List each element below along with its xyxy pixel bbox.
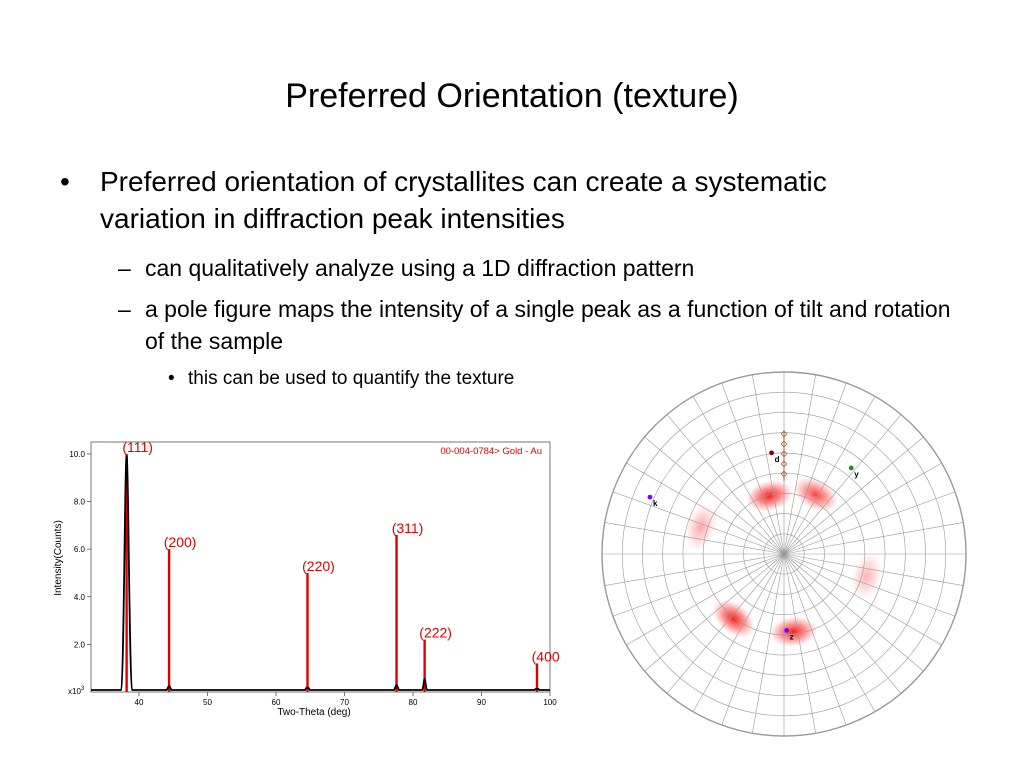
reference-label: 00-004-0784> Gold - Au [440,446,542,457]
rotation-spoke [783,462,942,555]
rotation-spoke [644,436,785,555]
rotation-spoke [604,522,785,555]
rotation-spoke [692,396,785,555]
pole-figure: d y k z [601,371,967,737]
pole-marker-point [769,450,774,456]
chart-axes [90,441,551,693]
slide-title: Preferred Orientation (texture) [285,77,739,115]
bullet-text: this can be used to quantify the texture [188,368,515,389]
x-tick-label: 90 [477,698,486,707]
peak-label: (311) [392,520,424,536]
trail-point [780,430,788,438]
bullet-marker: • [168,368,175,389]
bullet-level-3: • this can be used to quantify the textu… [168,366,648,392]
measured-pattern [91,455,550,691]
rotation-spoke [783,374,816,555]
chart-ticks: 40 50 60 70 80 90 100 2.0 4.0 6.0 8.0 10.0 [69,450,557,707]
pole-marker-point [784,627,790,633]
peak-label: (200) [164,534,197,550]
rotation-spoke [666,553,785,694]
rotation-spoke [783,553,902,694]
peak-labels: (111) (200) (220) (311) (222) (400) [122,439,560,665]
rotation-spoke [783,553,816,734]
rotation-spoke [783,553,956,617]
measured-pattern-line [91,455,550,691]
x-tick-label: 50 [203,698,212,707]
y-tick-label: 2.0 [74,640,86,649]
rotation-spoke [721,382,785,555]
trail-point [780,460,788,468]
pole-markers: d y k z [647,430,859,641]
x-axis-label: Two-Theta (deg) [277,707,350,718]
x-tick-label: 60 [272,698,281,707]
rotation-spoke [783,553,942,646]
bullet-text: Preferred orientation of crystallites ca… [100,166,827,234]
trail-point [780,440,788,448]
rotation-spoke [783,522,964,555]
bullet-text: can qualitatively analyze using a 1D dif… [145,255,695,281]
rotation-spoke [752,553,785,734]
rotation-spoke [721,553,785,726]
x-tick-label: 40 [135,698,144,707]
reference-peaks [125,453,539,692]
rotation-spoke [783,553,876,712]
rotation-spoke [783,436,924,555]
peak-label: (222) [419,625,452,641]
rotation-spoke [604,553,785,586]
rotation-spoke [612,553,785,617]
pole-marker-label: k [653,499,658,508]
rotation-spoke [752,374,785,555]
intensity-spot [769,616,818,647]
y-tick-label: 10.0 [69,450,85,459]
intensity-spot [745,480,794,512]
pole-marker-label: d [775,455,780,464]
rotation-spoke [783,382,847,555]
rotation-spoke [783,553,964,586]
intensity-spot [850,552,883,600]
rotation-spoke [783,396,876,555]
y-tick-label: 6.0 [74,545,86,554]
rotation-spoke [783,553,924,672]
bullet-level-2: – a pole figure maps the intensity of a … [118,293,958,357]
rotation-spoke [783,414,902,555]
pole-grid [601,371,967,737]
rotation-spoke [783,553,847,726]
x-tick-label: 100 [543,698,557,707]
pole-marker-label: z [790,632,794,641]
plot-frame [90,441,551,693]
rotation-spoke [626,553,785,646]
rotation-spoke [626,462,785,555]
pole-intensity-spots [684,477,883,647]
y-tick-label: 4.0 [74,593,86,602]
y-axis-label: Intensity(Counts) [53,520,64,596]
intensity-spot [684,503,717,551]
y-tick-label: 8.0 [74,498,86,507]
trail-point [780,450,788,458]
pole-marker-point [647,494,653,500]
x-tick-label: 70 [340,698,349,707]
peak-label: (220) [302,558,335,574]
bullet-level-2: – can qualitatively analyze using a 1D d… [118,253,938,283]
intensity-spot [712,599,755,638]
rotation-spoke [644,553,785,672]
peak-label: (400) [532,648,560,664]
rotation-spoke [666,414,785,555]
trail-point [780,470,788,478]
bullet-marker: – [118,296,131,322]
pole-marker-label: y [854,470,859,479]
multiplier-label: x103 [68,686,85,696]
bullet-marker: • [60,166,70,197]
x-tick-label: 80 [409,698,418,707]
bullet-marker: – [118,255,131,281]
diffraction-pattern-chart: 40 50 60 70 80 90 100 2.0 4.0 6.0 8.0 10.0 (111) (20… [53,439,560,718]
rotation-spoke [612,491,785,555]
peak-label: (111) [122,439,153,455]
bullet-text: a pole figure maps the intensity of a si… [145,296,951,354]
rotation-spoke [783,491,956,555]
pole-marker-point [848,465,854,471]
rotation-spoke [692,553,785,712]
bullet-level-1: • Preferred orientation of crystallites … [60,163,860,237]
